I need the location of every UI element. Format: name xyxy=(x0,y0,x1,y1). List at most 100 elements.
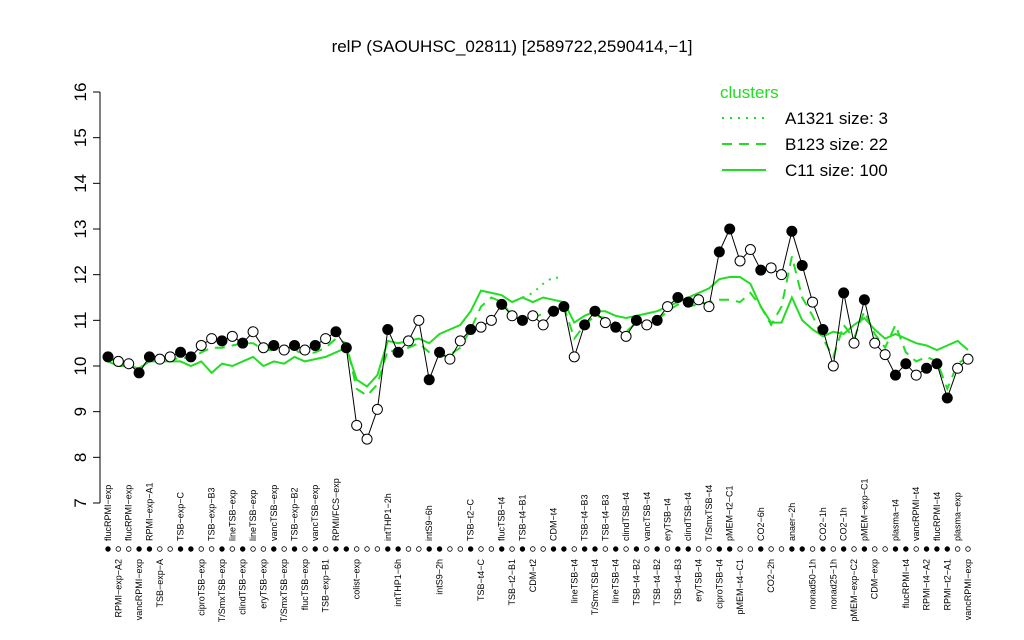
rug-point xyxy=(281,546,287,552)
rug-point xyxy=(903,546,909,552)
x-tick-label: TSB−t4−B3 xyxy=(600,494,610,541)
data-point xyxy=(289,339,301,351)
data-point xyxy=(869,337,881,349)
data-point xyxy=(226,330,238,342)
x-tick-label: anaer−2h xyxy=(787,503,797,541)
data-point xyxy=(475,321,487,333)
data-point xyxy=(216,335,228,347)
rug-point xyxy=(312,546,318,552)
data-point xyxy=(143,351,155,363)
rug-point xyxy=(581,546,588,552)
rug-point xyxy=(353,546,360,552)
data-point xyxy=(630,314,642,326)
data-point xyxy=(257,342,269,354)
rug-point xyxy=(550,546,557,552)
rug-point xyxy=(530,546,536,552)
y-tick-label: 12 xyxy=(71,265,90,284)
cluster-line xyxy=(522,275,565,299)
rug-point xyxy=(229,546,236,552)
data-point xyxy=(237,337,249,349)
x-tick-label: flucRPMI−exp xyxy=(124,485,134,541)
data-point xyxy=(931,358,943,370)
x-tick-label: T/SmxTSB−exp xyxy=(217,559,227,622)
data-point xyxy=(527,310,539,322)
x-tick-label: TSB−t2−B1 xyxy=(507,559,517,606)
data-point xyxy=(599,317,611,329)
rug-point xyxy=(198,546,204,552)
data-point xyxy=(703,301,715,313)
x-tick-label: RPMI−exp−A2 xyxy=(113,559,123,618)
rug-point xyxy=(602,546,609,552)
data-point xyxy=(268,339,280,351)
x-tick-label: CO2−1h xyxy=(818,507,828,541)
x-tick-label: TSB−exp−B3 xyxy=(207,487,217,541)
data-point xyxy=(361,433,373,445)
rug-point xyxy=(623,546,629,552)
x-tick-label: TSB−t4−C xyxy=(476,559,486,602)
data-point xyxy=(941,392,953,404)
data-point xyxy=(858,294,870,306)
y-tick-label: 7 xyxy=(71,498,90,507)
chart-title: relP (SAOUHSC_02811) [2589722,2590414,−1… xyxy=(332,37,693,56)
x-tick-label: TSB−t4−B2 xyxy=(631,559,641,606)
data-point xyxy=(423,374,435,386)
x-tick-label: vancTSB−t4 xyxy=(642,492,652,541)
rug-point xyxy=(322,546,329,552)
x-tick-label: T/SmxTSB−t4 xyxy=(590,559,600,615)
data-point xyxy=(693,294,705,306)
rug-point xyxy=(457,546,463,552)
data-point xyxy=(900,358,912,370)
x-tick-label: eryTSB−exp xyxy=(258,559,268,609)
rug-point xyxy=(654,546,660,552)
rug-point xyxy=(789,546,795,552)
data-point xyxy=(786,225,798,237)
data-point xyxy=(340,342,352,354)
data-point xyxy=(558,301,570,313)
x-tick-label: CDM−t4 xyxy=(549,508,559,541)
data-point xyxy=(848,337,860,349)
rug-point xyxy=(954,546,961,552)
rug-point xyxy=(271,546,277,552)
rug-point xyxy=(633,546,640,552)
rug-point xyxy=(302,546,308,552)
rug-point xyxy=(706,546,712,552)
rug-point xyxy=(571,546,577,552)
rug-point xyxy=(488,546,495,552)
rug-point xyxy=(840,546,847,552)
data-point xyxy=(123,358,135,370)
x-tick-label: clindTSB−t4 xyxy=(621,492,631,541)
x-tick-label: pMEM−t2−C1 xyxy=(725,485,735,541)
data-point xyxy=(838,287,850,299)
x-tick-label: CDM−t2 xyxy=(528,559,538,592)
rug-point xyxy=(737,546,743,552)
data-point xyxy=(952,362,964,374)
x-tick-label: intS9−2h xyxy=(435,559,445,595)
data-point xyxy=(195,339,207,351)
data-point xyxy=(775,269,787,281)
data-point xyxy=(402,335,414,347)
data-point xyxy=(589,305,601,317)
data-point xyxy=(496,298,508,310)
rug-point xyxy=(395,546,401,552)
data-point xyxy=(485,314,497,326)
data-point xyxy=(620,330,632,342)
rug-point xyxy=(115,546,122,552)
rug-point xyxy=(519,546,526,552)
y-tick-label: 15 xyxy=(71,128,90,147)
legend-label: C11 size: 100 xyxy=(785,161,888,180)
data-point xyxy=(713,246,725,258)
data-point xyxy=(320,333,332,345)
y-tick-label: 8 xyxy=(71,453,90,462)
data-point xyxy=(247,326,259,338)
legend-label: A1321 size: 3 xyxy=(785,109,888,128)
data-point xyxy=(454,335,466,347)
data-point xyxy=(962,353,974,365)
rug-point xyxy=(208,546,215,552)
data-point xyxy=(682,296,694,308)
rug-point xyxy=(778,546,785,552)
data-point xyxy=(392,346,404,358)
x-tick-label: plasma−t4 xyxy=(890,499,900,541)
rug-point xyxy=(872,546,878,552)
rug-point xyxy=(561,546,567,552)
